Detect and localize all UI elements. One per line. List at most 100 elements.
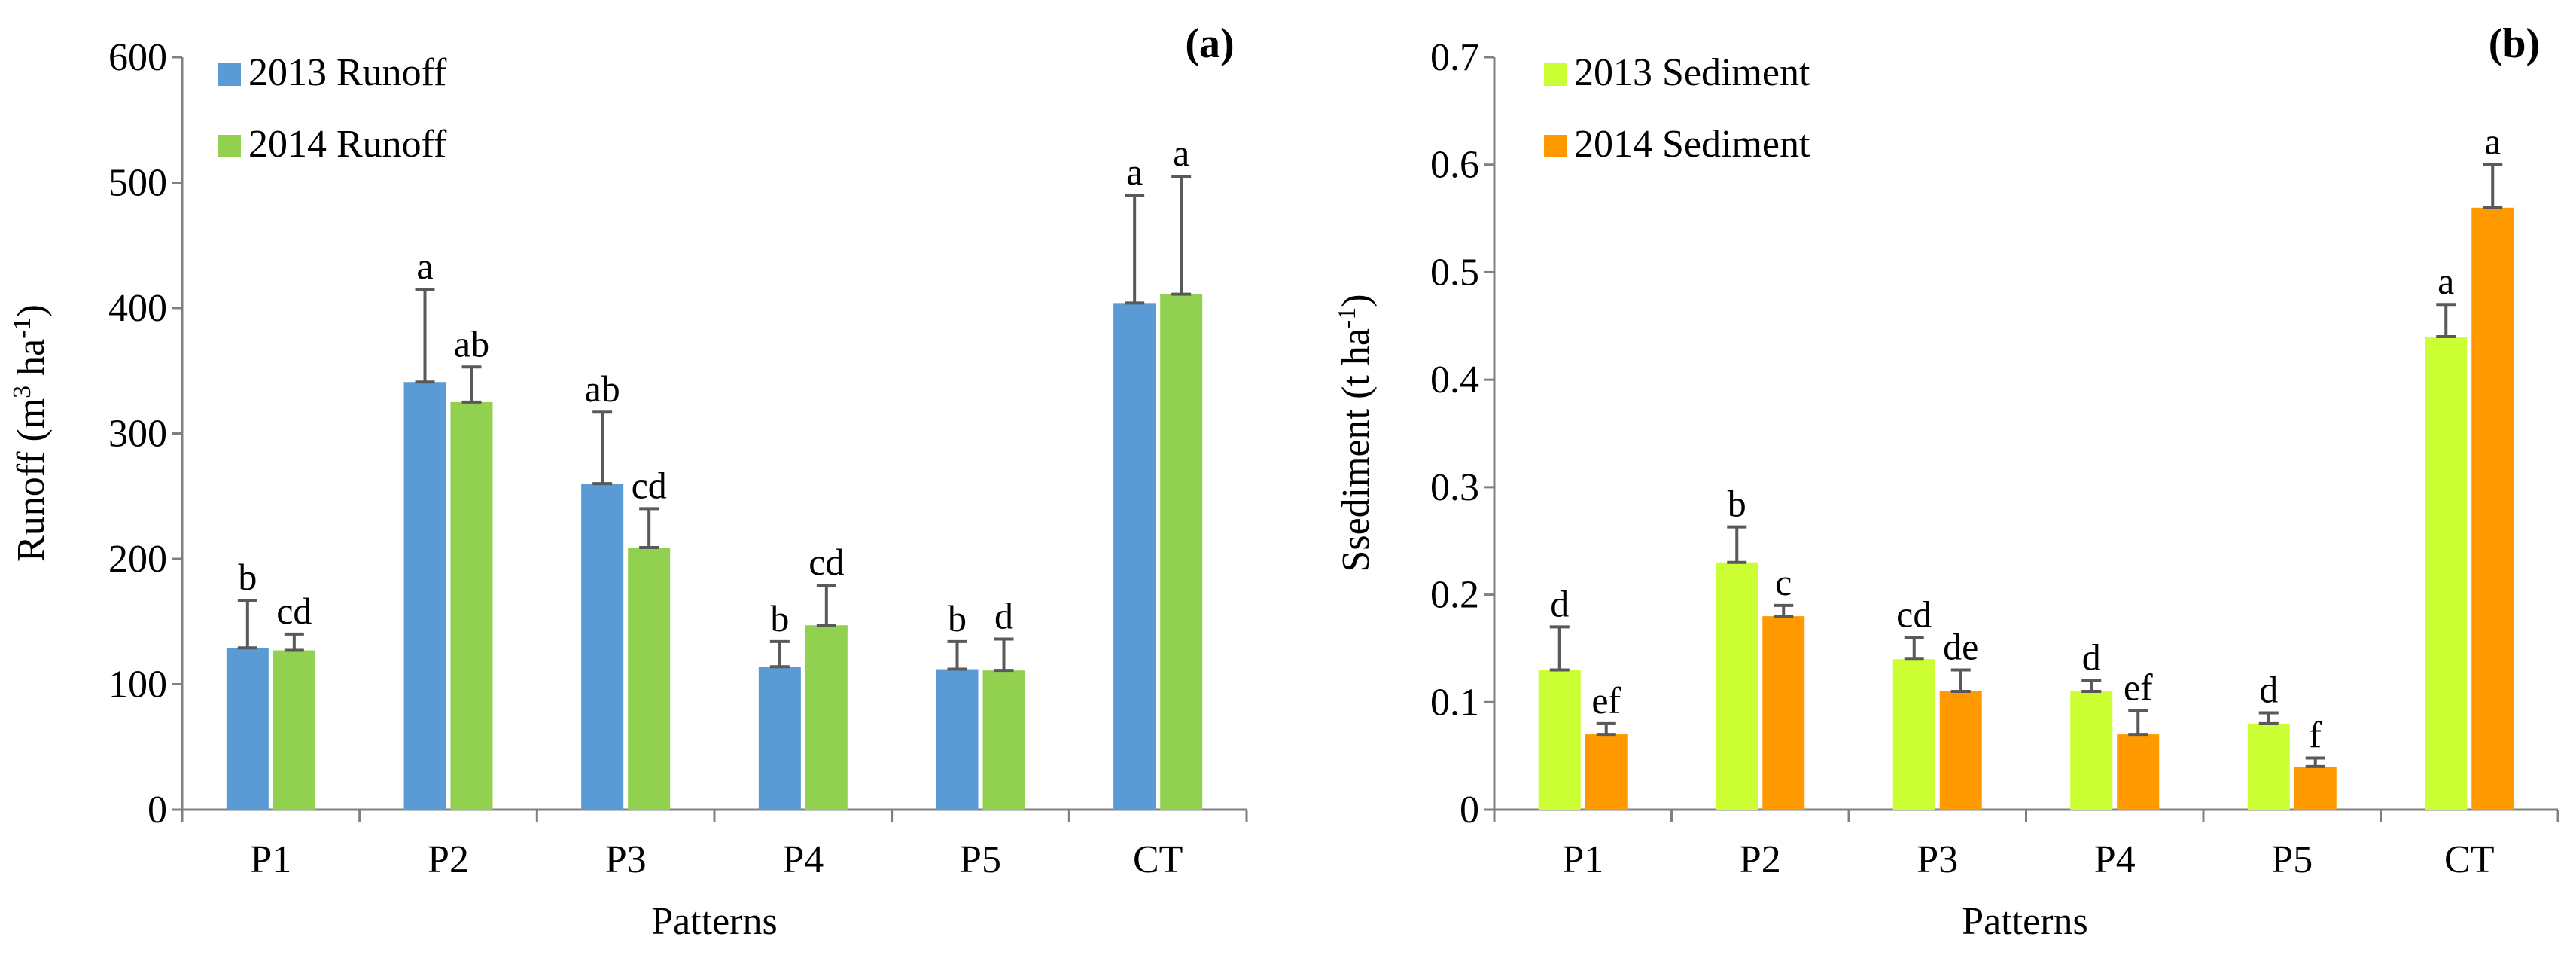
y-axis-title-part: ha [10, 339, 53, 386]
legend-label: 2014 Runoff [248, 123, 447, 166]
y-tick-label: 0 [1460, 789, 1479, 831]
x-tick-label: P4 [2094, 838, 2136, 881]
legend-swatch [1544, 135, 1567, 157]
legend-label: 2014 Sediment [1574, 123, 1810, 166]
panel-label: (a) [1185, 20, 1234, 67]
bar [1113, 303, 1156, 810]
significance-letter: cd [808, 541, 844, 583]
significance-letter: d [994, 595, 1013, 637]
significance-letter: d [1550, 582, 1569, 624]
x-axis-title: Patterns [1962, 900, 2088, 943]
y-tick-label: 0.6 [1430, 144, 1479, 187]
panel-label: (b) [2489, 20, 2540, 67]
bar [1892, 659, 1935, 810]
y-tick-label: 0.3 [1430, 466, 1479, 509]
bar [2471, 207, 2514, 810]
significance-letter: cd [276, 590, 312, 632]
bar [628, 548, 671, 810]
bar [1160, 294, 1203, 810]
bar [1585, 734, 1628, 810]
y-tick-label: 100 [108, 664, 167, 706]
bar [2247, 723, 2290, 810]
significance-letter: d [2082, 636, 2101, 679]
significance-letter: a [2484, 120, 2501, 163]
bar [2294, 766, 2337, 810]
x-tick-label: CT [2444, 838, 2494, 881]
legend-label: 2013 Runoff [248, 51, 447, 94]
bar [758, 667, 801, 810]
bar [403, 382, 446, 810]
bar [805, 625, 848, 810]
bar [1538, 670, 1581, 810]
bar [273, 650, 315, 810]
legend-swatch [1544, 63, 1567, 86]
significance-letter: f [2309, 713, 2322, 755]
x-tick-label: P4 [782, 838, 824, 881]
y-tick-label: 0 [148, 789, 167, 831]
x-axis-title: Patterns [651, 900, 778, 943]
y-tick-label: 0.5 [1430, 251, 1479, 294]
y-axis-title-part: Runoff (m [10, 398, 53, 562]
y-axis-title-part: Ssediment (t ha [1335, 328, 1378, 572]
y-axis-title-superscript: -1 [8, 317, 36, 338]
legend-label: 2013 Sediment [1574, 51, 1810, 94]
significance-letter: d [2259, 669, 2278, 711]
bar [226, 648, 269, 810]
y-axis-title: Ssediment (t ha-1) [1333, 294, 1378, 572]
y-tick-label: 200 [108, 538, 167, 581]
y-axis-title-superscript: -1 [1333, 307, 1361, 328]
bar [1716, 562, 1758, 810]
x-tick-label: P2 [1740, 838, 1781, 881]
x-tick-label: CT [1133, 838, 1183, 881]
bar [982, 670, 1025, 810]
significance-letter: b [1728, 483, 1746, 525]
significance-letter: ef [2124, 667, 2153, 709]
significance-letter: b [238, 556, 257, 598]
x-tick-label: P3 [605, 838, 647, 881]
x-tick-label: P1 [250, 838, 291, 881]
x-tick-label: P2 [428, 838, 469, 881]
y-tick-label: 0.4 [1430, 358, 1479, 401]
y-axis-title-part: ) [1335, 294, 1378, 307]
bar [2117, 734, 2160, 810]
x-tick-label: P1 [1562, 838, 1603, 881]
x-tick-label: P5 [2271, 838, 2313, 881]
significance-letter: ab [454, 322, 489, 365]
y-axis-title: Runoff (m3 ha-1) [8, 304, 53, 562]
significance-letter: cd [632, 464, 667, 506]
significance-letter: a [1126, 151, 1143, 193]
significance-letter: de [1943, 625, 1978, 667]
significance-letter: ef [1591, 679, 1621, 721]
significance-letter: ab [585, 368, 620, 410]
significance-letter: a [2437, 260, 2454, 302]
chart-panel-b: 00.10.20.30.40.50.60.7P1 P2 P3 P4 P5 CTdbcddd… [1333, 20, 2559, 943]
bar [936, 669, 979, 810]
bar [2425, 337, 2468, 810]
significance-letter: cd [1896, 593, 1932, 636]
y-axis-title-part: ) [10, 304, 53, 317]
bar [581, 484, 624, 810]
legend-swatch [218, 135, 241, 157]
bar [1939, 691, 1982, 810]
x-tick-label: P5 [960, 838, 1001, 881]
y-tick-label: 0.7 [1430, 36, 1479, 79]
significance-letter: a [1173, 132, 1189, 174]
y-tick-label: 400 [108, 287, 167, 330]
bar [1762, 616, 1805, 810]
y-tick-label: 500 [108, 162, 167, 205]
y-tick-label: 600 [108, 36, 167, 79]
significance-letter: b [770, 597, 789, 639]
significance-letter: b [948, 597, 967, 639]
y-tick-label: 0.2 [1430, 574, 1479, 617]
legend-swatch [218, 63, 241, 86]
y-axis-title-superscript: 3 [8, 386, 36, 398]
bar [450, 401, 493, 810]
significance-letter: c [1775, 561, 1792, 603]
x-tick-label: P3 [1917, 838, 1958, 881]
y-tick-label: 300 [108, 413, 167, 456]
significance-letter: a [416, 245, 433, 287]
bar [2070, 691, 2113, 810]
